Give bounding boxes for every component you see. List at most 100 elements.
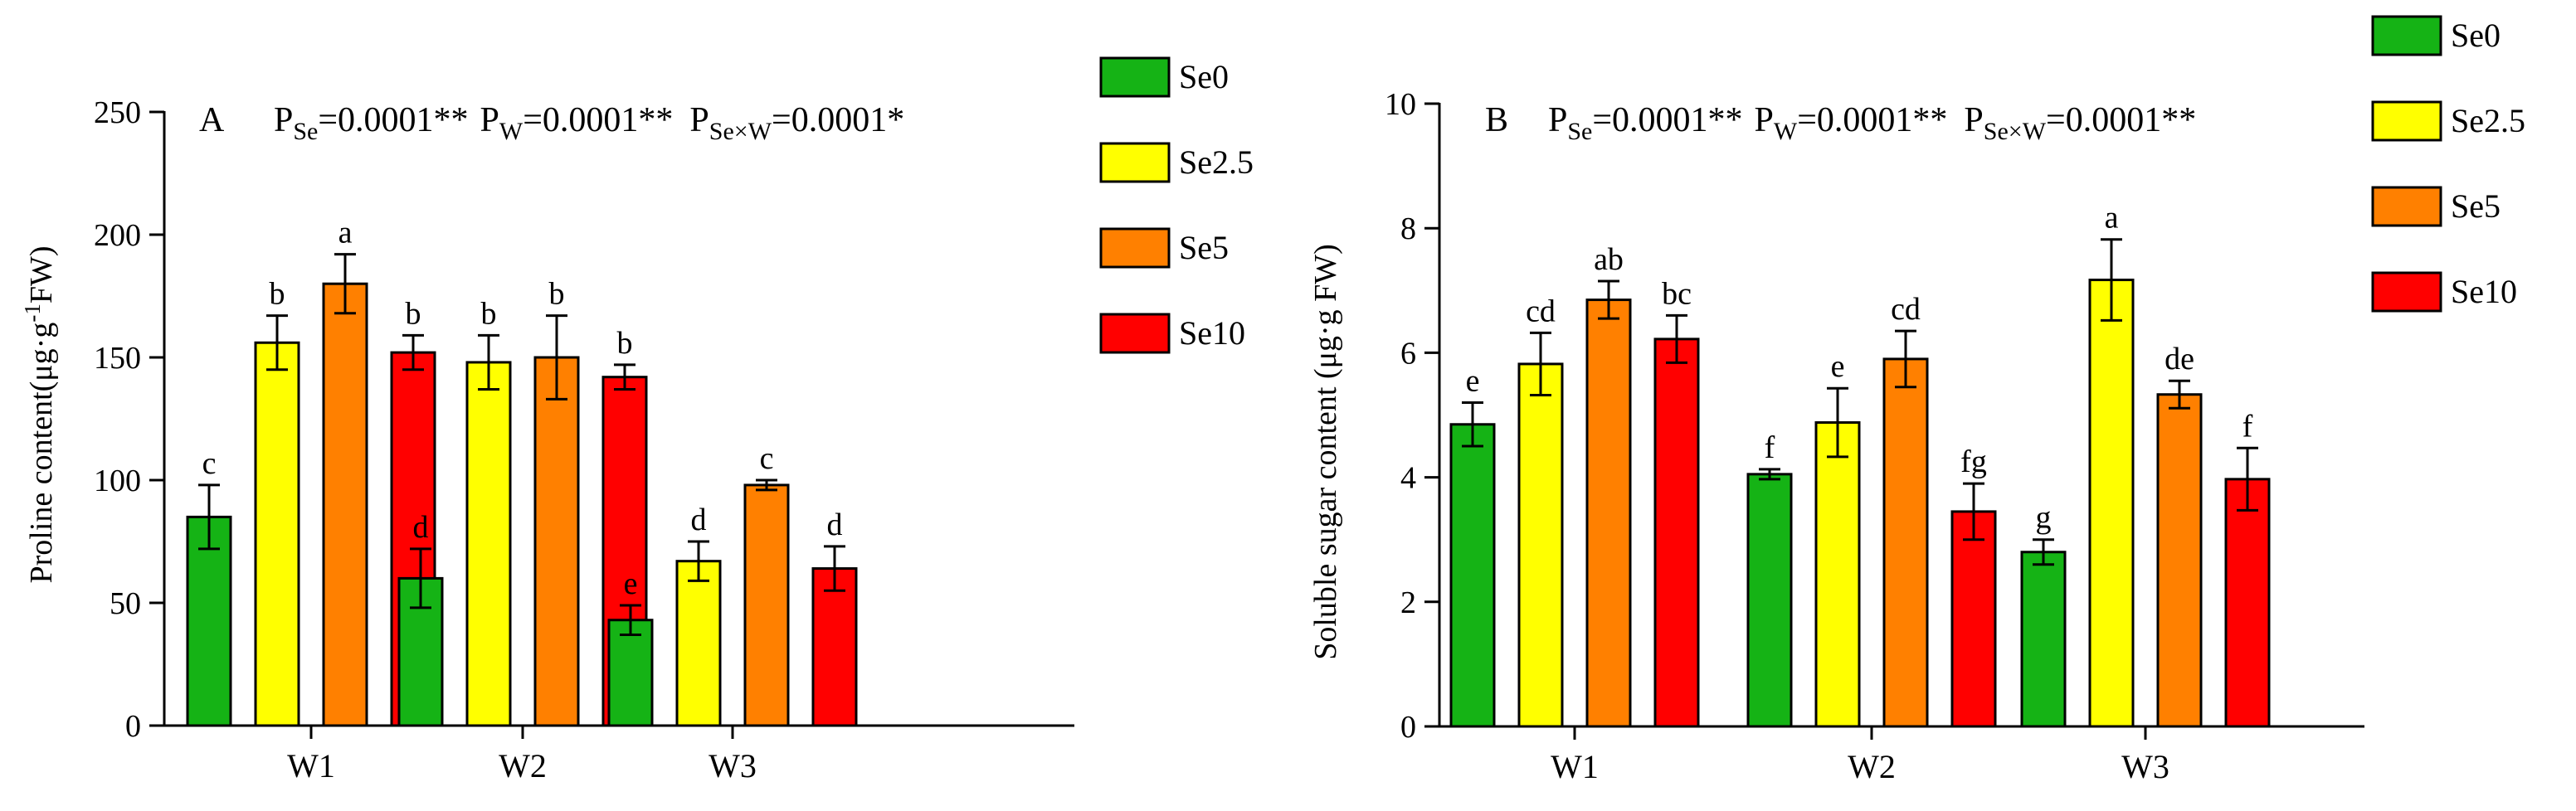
legend-panel-a: Se0 Se2.5 Se5 Se10: [1099, 56, 1254, 354]
panel-b-significance-letter: f: [2242, 409, 2253, 444]
panel-b-y-tick-label: 0: [1400, 710, 1416, 745]
panel-b-p-sexw-value: =0.0001**: [2046, 101, 2196, 139]
legend-a-label: Se10: [1179, 314, 1245, 352]
panel-a-x-tick-label: W3: [709, 747, 757, 784]
panel-b-bar-se25-w3: [2088, 279, 2135, 728]
panel-b-bar-se25-w1: [1517, 362, 1564, 728]
panel-a-p-sexw-sub: Se×W: [709, 118, 772, 145]
legend-b-swatch-se25: [2371, 100, 2442, 142]
panel-b-chart: B PSe=0.0001** PW=0.0001** PSe×W=0.0001** …: [1308, 87, 2364, 785]
panel-a-bar-se0-w1: [186, 515, 232, 727]
panel-a-label: A: [199, 101, 225, 139]
panel-a-y-tick-label: 100: [94, 464, 141, 498]
panel-a-ylabel-sup: -1: [20, 304, 45, 323]
panel-a-bar-se5-w3: [743, 483, 790, 727]
legend-b-label: Se5: [2451, 187, 2501, 225]
panel-b-bar-se0-w1: [1449, 423, 1496, 728]
legend-a-swatch-se5: [1099, 227, 1171, 269]
panel-b-stats: PSe=0.0001** PW=0.0001** PSe×W=0.0001**: [1548, 101, 2196, 145]
panel-a-significance-letter: d: [691, 503, 707, 537]
panel-a-bar-se5-w2: [533, 356, 580, 727]
legend-a-label: Se0: [1179, 58, 1229, 95]
panel-a-significance-letter: b: [270, 277, 285, 312]
panel-a-significance-letter: e: [624, 566, 638, 601]
legend-a-swatch-se0: [1099, 56, 1171, 98]
panel-b-p-w-value: =0.0001**: [1797, 101, 1947, 139]
panel-b-bar-se10-w3: [2224, 478, 2271, 728]
panel-a-p-sexw: P: [689, 101, 709, 139]
panel-a-p-se-value: =0.0001**: [318, 101, 468, 139]
panel-a-chart: A PSe=0.0001** PW=0.0001** PSe×W=0.0001* P…: [20, 95, 1074, 784]
panel-b-bar-se10-w2: [1950, 510, 1997, 728]
panel-b-bar-se5-w3: [2156, 393, 2203, 728]
panel-b-significance-letter: bc: [1662, 276, 1692, 311]
panel-a-stats: PSe=0.0001** PW=0.0001** PSe×W=0.0001*: [274, 101, 904, 145]
legend-b-label: Se0: [2451, 17, 2501, 54]
panel-a-x-tick-label: W1: [287, 747, 335, 784]
panel-a-p-w: P: [480, 101, 499, 139]
panel-a-significance-letter: c: [202, 446, 217, 481]
panel-b-significance-letter: g: [2036, 501, 2052, 536]
panel-b-p-sexw: P: [1964, 101, 1983, 139]
panel-a-p-w-sub: W: [499, 118, 523, 145]
panel-b-y-tick-label: 10: [1385, 87, 1416, 122]
panel-b-bar-se0-w2: [1746, 473, 1793, 728]
panel-a-significance-letter: c: [760, 441, 774, 476]
panel-b-bar-se0-w3: [2020, 551, 2067, 728]
panel-a-y-tick-label: 250: [94, 95, 141, 130]
panel-a-bar-se10-w3: [811, 567, 858, 727]
legend-b-label: Se10: [2451, 273, 2517, 310]
panel-b-y-tick-label: 4: [1400, 461, 1416, 496]
panel-a-ylabel-end: FW): [24, 246, 59, 304]
panel-a-bar-se25-w1: [254, 341, 300, 727]
panel-a-bar-se25-w2: [465, 361, 512, 727]
legend-panel-b: Se0 Se2.5 Se5 Se10: [2371, 15, 2525, 313]
panel-b-significance-letter: ab: [1594, 242, 1624, 277]
panel-b-x-tick-label: W2: [1848, 748, 1896, 785]
panel-a-p-se: P: [274, 101, 293, 139]
panel-a-bar-se0-w3: [607, 619, 654, 727]
panel-b-p-w: P: [1755, 101, 1774, 139]
panel-b-significance-letter: de: [2165, 342, 2194, 376]
panel-b-y-axis-title: Soluble sugar content (μg·g FW): [1308, 244, 1343, 660]
panel-b-p-se-sub: Se: [1567, 118, 1592, 145]
legend-b-label: Se2.5: [2451, 102, 2525, 139]
legend-a-swatch-se25: [1099, 142, 1171, 183]
panel-a-y-tick-label: 0: [125, 709, 141, 744]
legend-a-swatch-se10: [1099, 313, 1171, 354]
panel-b-significance-letter: a: [2105, 201, 2119, 236]
panel-a-p-w-value: =0.0001**: [523, 101, 673, 139]
panel-b-significance-letter: fg: [1960, 444, 1987, 479]
panel-b-significance-letter: f: [1765, 430, 1775, 465]
panel-b-y-tick-label: 8: [1400, 211, 1416, 246]
panel-a-significance-letter: b: [481, 296, 497, 331]
panel-a-p-sexw-value: =0.0001*: [772, 101, 904, 139]
legend-b-swatch-se10: [2371, 271, 2442, 313]
panel-b-significance-letter: cd: [1526, 294, 1556, 328]
panel-a-bar-se25-w3: [675, 560, 722, 727]
panel-a-significance-letter: a: [338, 216, 353, 250]
legend-a-label: Se5: [1179, 229, 1229, 266]
panel-b-significance-letter: e: [1466, 363, 1480, 398]
panel-a-significance-letter: b: [617, 326, 633, 361]
legend-b-swatch-se0: [2371, 15, 2442, 56]
panel-a-significance-letter: b: [549, 277, 565, 312]
panel-a-y-tick-label: 200: [94, 218, 141, 253]
panel-b-p-se-value: =0.0001**: [1592, 101, 1742, 139]
panel-b-significance-letter: e: [1831, 349, 1845, 384]
panel-b-x-tick-label: W3: [2121, 748, 2169, 785]
panel-a-significance-letter: d: [413, 510, 429, 545]
panel-b-bar-se5-w2: [1882, 357, 1929, 728]
panel-a-y-tick-label: 150: [94, 341, 141, 376]
panel-b-p-sexw-sub: Se×W: [1984, 118, 2047, 145]
panel-b-p-w-sub: W: [1774, 118, 1798, 145]
panel-a-bar-se5-w1: [322, 282, 368, 727]
legend-b-swatch-se5: [2371, 186, 2442, 227]
panel-b-label: B: [1485, 101, 1508, 139]
panel-b-significance-letter: cd: [1891, 292, 1921, 327]
panel-a-p-se-sub: Se: [293, 118, 318, 145]
panel-a-y-axis-title: Proline content(μg·g-1FW): [20, 246, 59, 584]
panel-a-ylabel-main: Proline content(μg·g: [24, 323, 59, 584]
panel-b-ylabel-main: Soluble sugar content (μg·g FW): [1308, 244, 1343, 660]
